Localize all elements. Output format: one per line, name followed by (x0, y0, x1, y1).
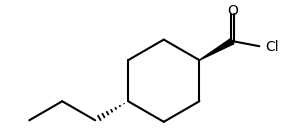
Text: O: O (227, 4, 238, 18)
Text: Cl: Cl (265, 40, 279, 54)
Polygon shape (199, 38, 234, 60)
